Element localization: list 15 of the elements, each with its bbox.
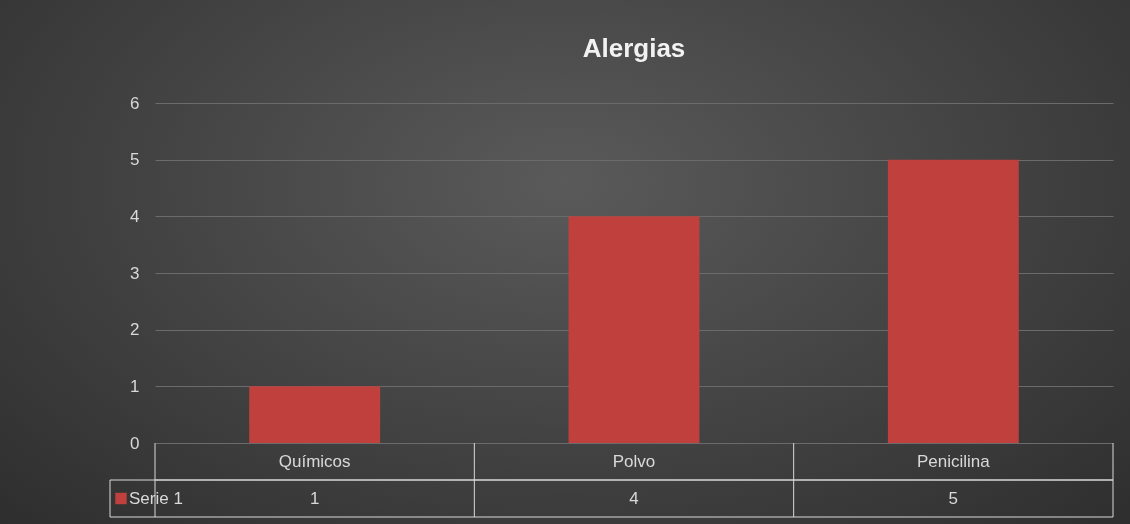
y-tick-label: 4 <box>130 206 140 226</box>
data-label: 4 <box>629 488 639 508</box>
chart-title: Alergias <box>582 33 686 63</box>
x-tick-label: Penicilina <box>916 451 991 471</box>
y-tick-label: 5 <box>130 150 140 170</box>
y-tick-label: 3 <box>130 263 140 283</box>
x-tick-label: Polvo <box>612 451 656 471</box>
legend-label: Serie 1 <box>129 488 183 508</box>
y-tick-label: 6 <box>130 93 140 113</box>
data-label: 1 <box>309 488 320 508</box>
data-label: 5 <box>948 488 959 508</box>
y-tick-label: 1 <box>130 376 140 396</box>
x-tick-label: Químicos <box>278 451 351 471</box>
y-tick-label: 0 <box>130 433 140 453</box>
y-tick-label: 2 <box>130 320 140 340</box>
